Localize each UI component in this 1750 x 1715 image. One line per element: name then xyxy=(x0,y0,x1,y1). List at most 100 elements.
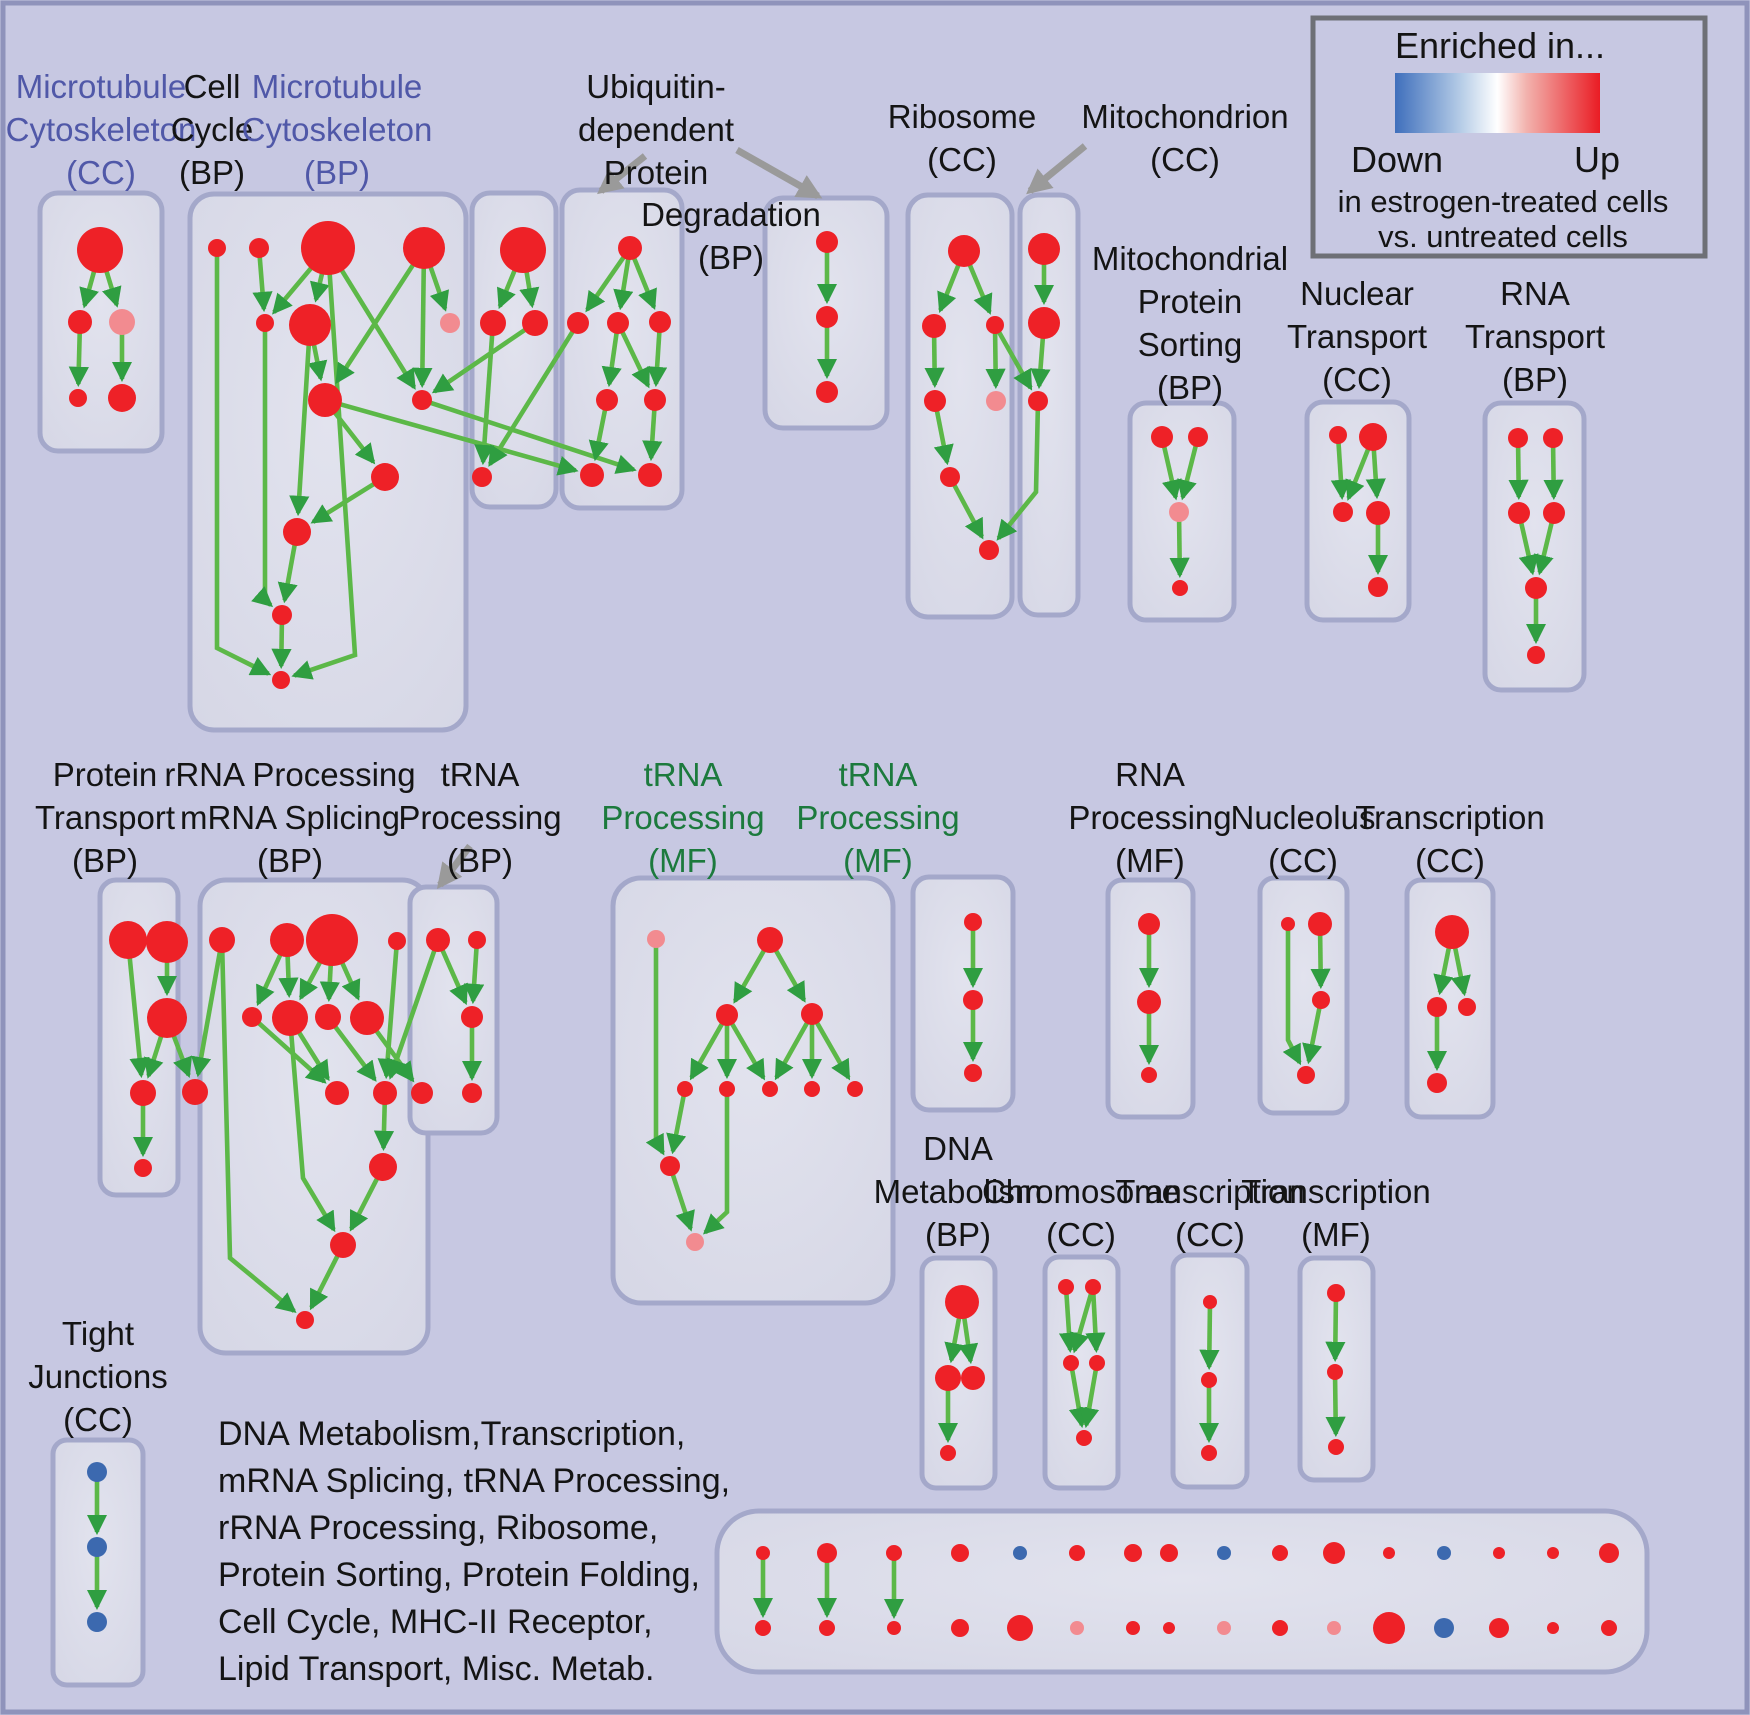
go-term-node xyxy=(1543,428,1563,448)
cluster-label-line: (CC) xyxy=(1268,842,1338,879)
go-term-node xyxy=(462,1083,482,1103)
cluster-box xyxy=(910,874,1016,1113)
cluster-label-line: (BP) xyxy=(925,1216,991,1253)
pointer-arrow-icon xyxy=(735,146,823,200)
go-term-node xyxy=(1069,1545,1085,1561)
cluster-label-line: tRNA xyxy=(839,756,918,793)
cluster-label-line: Microtubule xyxy=(16,68,187,105)
hierarchy-edge xyxy=(933,410,954,466)
go-term-node xyxy=(1028,233,1060,265)
cluster-label-line: Transport xyxy=(1287,318,1427,355)
go-term-node xyxy=(472,467,492,487)
hierarchy-edge xyxy=(1282,930,1302,1066)
hierarchy-edge xyxy=(1058,1293,1080,1354)
go-term-node xyxy=(256,314,274,332)
go-term-node xyxy=(440,313,460,333)
cluster-label-line: Cytoskeleton xyxy=(6,111,197,148)
hierarchy-edge xyxy=(487,330,575,467)
cluster-box xyxy=(469,190,559,510)
go-term-node xyxy=(1333,502,1353,522)
go-term-node xyxy=(403,227,445,269)
hierarchy-edge xyxy=(251,331,274,608)
go-term-node xyxy=(716,1004,738,1026)
hierarchy-edge xyxy=(1433,947,1454,996)
cluster-label-line: DNA xyxy=(923,1130,993,1167)
go-term-node xyxy=(87,1612,107,1632)
note-line: Lipid Transport, Misc. Metab. xyxy=(218,1650,655,1688)
go-term-node xyxy=(87,1537,107,1557)
go-term-node xyxy=(986,316,1004,334)
go-term-node xyxy=(1543,502,1565,524)
go-term-node xyxy=(411,1082,433,1104)
cluster-label-line: (MF) xyxy=(843,842,913,879)
go-term-node xyxy=(1458,998,1476,1016)
go-term-node xyxy=(272,1000,308,1036)
go-term-node xyxy=(147,998,187,1038)
hierarchy-edge xyxy=(996,409,1041,541)
cluster-label-line: RNA xyxy=(1115,756,1185,793)
go-term-node xyxy=(1169,502,1189,522)
cluster-label-line: (BP) xyxy=(698,239,764,276)
go-term-node xyxy=(801,1003,823,1025)
go-term-node xyxy=(108,384,136,412)
go-term-node xyxy=(1368,577,1388,597)
hierarchy-edge xyxy=(474,334,495,466)
go-term-node xyxy=(350,1001,384,1035)
hierarchy-edge xyxy=(1325,1378,1346,1438)
legend-box xyxy=(1310,15,1708,259)
go-term-node xyxy=(1070,1621,1084,1635)
hierarchy-edge xyxy=(666,1095,687,1155)
go-term-node xyxy=(1383,1547,1395,1559)
note-line: rRNA Processing, Ribosome, xyxy=(218,1509,658,1547)
cluster-box xyxy=(610,875,896,1306)
legend-subtitle-line1: in estrogen-treated cells xyxy=(1338,184,1669,219)
go-term-node xyxy=(1201,1372,1217,1388)
go-term-node xyxy=(847,1081,863,1097)
go-term-node xyxy=(1329,426,1347,444)
hierarchy-edge xyxy=(377,948,399,1080)
legend-title: Enriched in... xyxy=(1395,25,1605,66)
hierarchy-edge xyxy=(732,949,767,1004)
go-term-node xyxy=(755,1620,771,1636)
hierarchy-edge xyxy=(1543,446,1564,501)
go-term-node xyxy=(686,1233,704,1251)
hierarchy-edge xyxy=(349,1177,380,1232)
cluster-box xyxy=(1304,399,1412,623)
cluster-label-line: (BP) xyxy=(72,842,138,879)
go-term-node xyxy=(134,1159,152,1177)
hierarchy-edge xyxy=(1345,448,1371,501)
go-term-node xyxy=(924,390,946,412)
hierarchy-edge xyxy=(412,267,433,389)
hierarchy-edge xyxy=(440,949,468,1006)
legend-up-label: Up xyxy=(1574,139,1620,180)
cluster-label: RNA Transport (BP) xyxy=(1465,275,1605,398)
hierarchy-edge xyxy=(252,256,273,313)
go-term-node xyxy=(935,1365,961,1391)
go-term-node xyxy=(1028,307,1060,339)
hierarchy-edge xyxy=(309,272,330,303)
cluster-label: RNA Processing (MF) xyxy=(1068,756,1231,879)
cluster-label-line: (BP) xyxy=(257,842,323,879)
go-term-node xyxy=(1599,1543,1619,1563)
go-term-node xyxy=(1547,1547,1559,1559)
go-term-node xyxy=(68,310,92,334)
go-term-node xyxy=(677,1081,693,1097)
hierarchy-edge xyxy=(309,1254,340,1311)
hierarchy-edge xyxy=(1161,446,1182,501)
cluster-label: Microtubule Cytoskeleton (CC) xyxy=(6,68,197,191)
hierarchy-edge xyxy=(298,960,323,1001)
go-term-node xyxy=(283,518,311,546)
go-term-node xyxy=(130,1080,156,1106)
go-term-node xyxy=(886,1545,902,1561)
hierarchy-edge xyxy=(1518,522,1539,576)
hierarchy-edge xyxy=(277,544,298,604)
go-term-node xyxy=(804,1081,820,1097)
go-term-node xyxy=(1188,427,1208,447)
go-term-node xyxy=(87,1462,107,1482)
cluster-label-line: Processing xyxy=(796,799,959,836)
go-term-node xyxy=(1323,1542,1345,1564)
go-term-node xyxy=(951,1619,969,1637)
go-term-node xyxy=(964,1064,982,1082)
hierarchy-edge xyxy=(519,271,540,309)
